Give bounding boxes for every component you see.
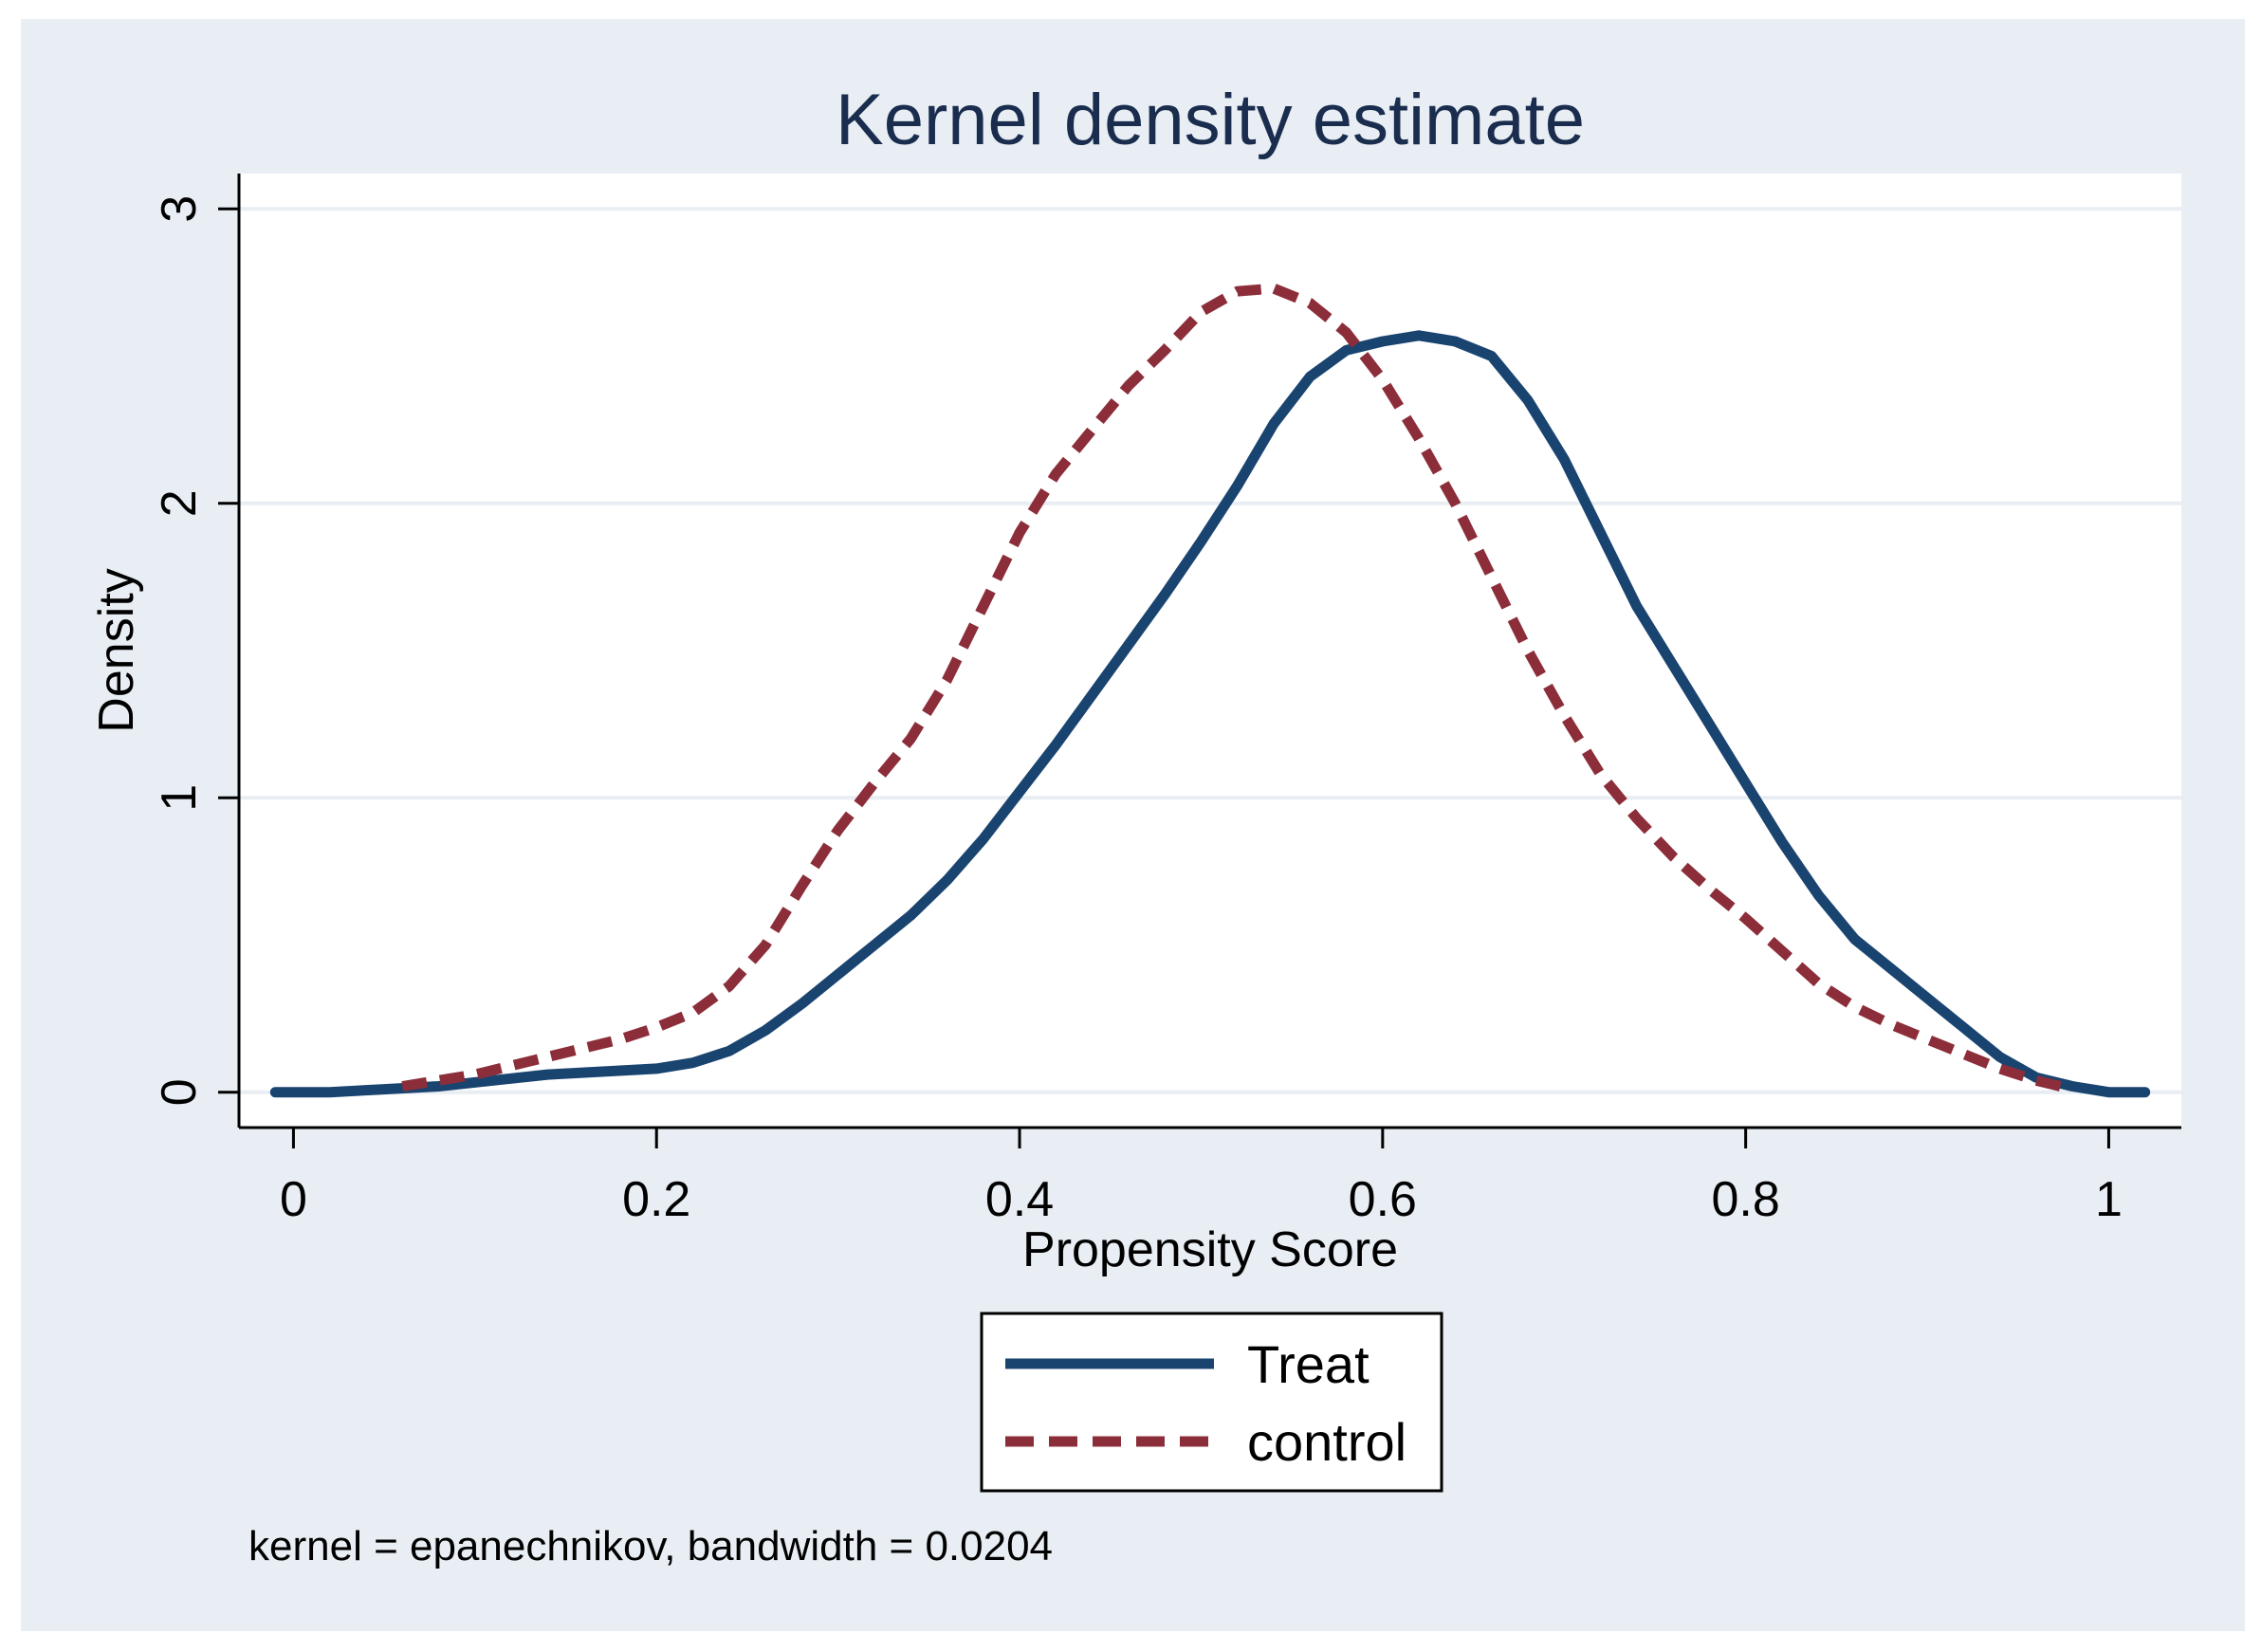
- gridlines: [239, 207, 2181, 1094]
- y-tick-label-1: 1: [152, 784, 207, 812]
- chart-title: Kernel density estimate: [836, 80, 1585, 160]
- x-tick-label-4: 0.8: [1711, 1172, 1779, 1227]
- legend: Treat control: [980, 1312, 1443, 1493]
- chart-note: kernel = epanechnikov, bandwidth = 0.020…: [248, 1523, 1053, 1569]
- y-axis-label: Density: [89, 568, 144, 732]
- x-tick-label-5: 1: [2095, 1172, 2123, 1227]
- y-tick-label-3: 3: [152, 195, 207, 223]
- series-line-treat: [269, 330, 2151, 1098]
- series-lines: [269, 283, 2151, 1098]
- legend-box: [980, 1312, 1443, 1493]
- axes: 0 1 2 3 0 0.2 0.4 0.6 0.8 1: [152, 174, 2181, 1227]
- y-tick-label-0: 0: [152, 1078, 207, 1106]
- x-tick-label-1: 0.2: [622, 1172, 690, 1227]
- x-axis-label: Propensity Score: [1022, 1222, 1398, 1277]
- series-line-control: [401, 283, 2074, 1094]
- y-tick-label-2: 2: [152, 489, 207, 517]
- x-tick-label-2: 0.4: [985, 1172, 1054, 1227]
- x-tick-label-3: 0.6: [1349, 1172, 1417, 1227]
- plot-area: [239, 174, 2181, 1128]
- legend-label-control: control: [1247, 1412, 1406, 1472]
- legend-label-treat: Treat: [1247, 1334, 1369, 1394]
- x-tick-label-0: 0: [280, 1172, 307, 1227]
